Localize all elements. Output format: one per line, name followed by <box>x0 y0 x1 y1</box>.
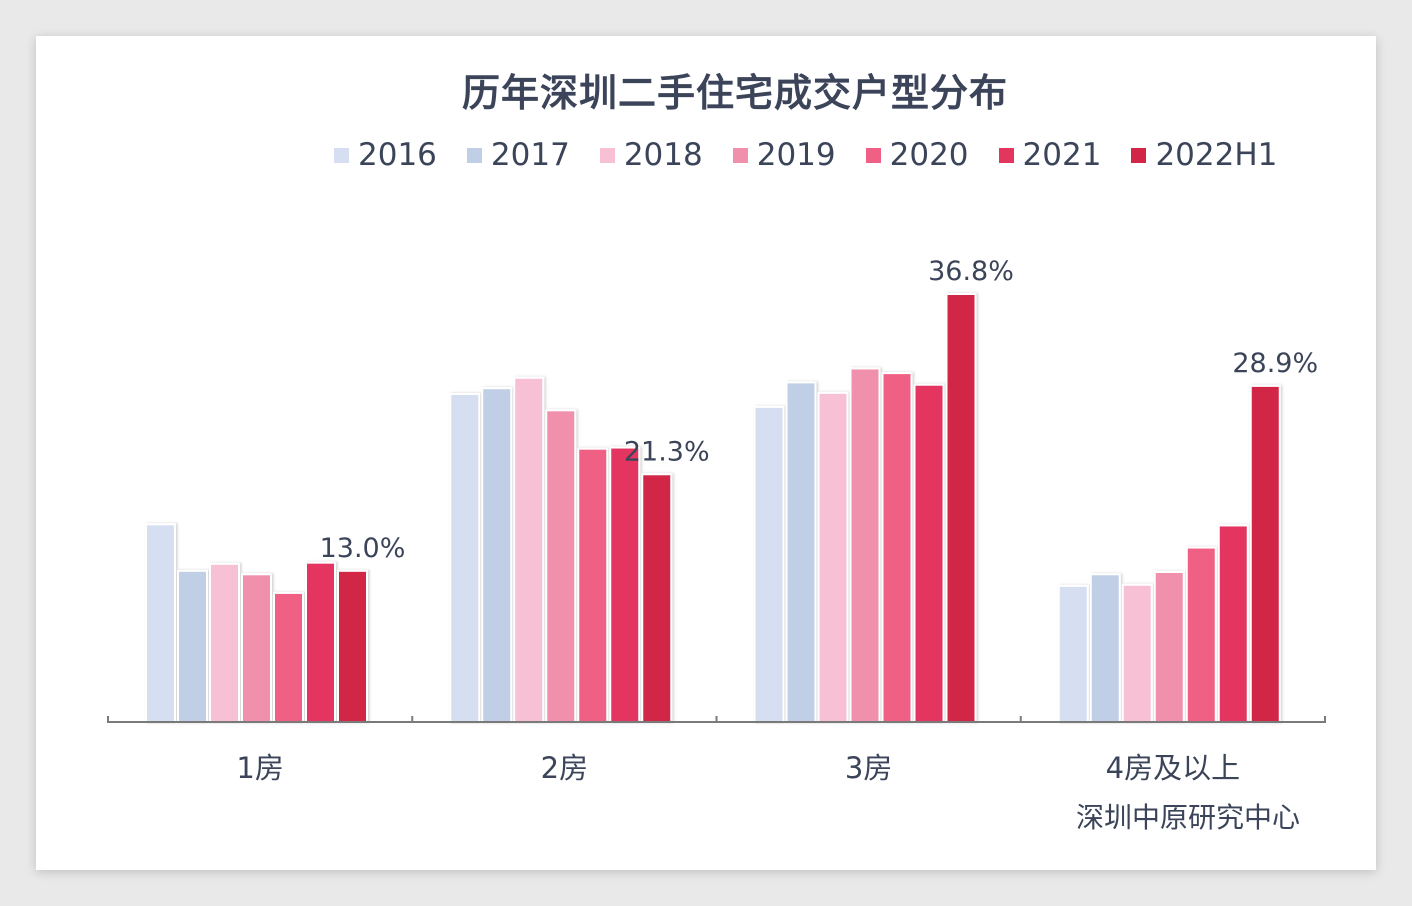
chart-card <box>36 36 1376 870</box>
bar-2019-1 <box>545 409 577 723</box>
bar-2020-2 <box>881 372 913 723</box>
x-tick-label: 1房 <box>236 751 283 785</box>
legend-label: 2022H1 <box>1155 136 1278 173</box>
bar-2021-1 <box>609 446 641 723</box>
bar-2016-1 <box>449 393 481 723</box>
legend-label: 2020 <box>889 136 969 173</box>
legend-label: 2016 <box>358 136 437 173</box>
source-label: 深圳中原研究中心 <box>1076 801 1301 834</box>
legend-label: 2021 <box>1022 136 1102 173</box>
bar-2019-2 <box>849 367 881 723</box>
legend-swatch <box>466 147 482 163</box>
legend-item-2017: 2017 <box>466 136 570 173</box>
legend: 2016 2017 2018 2019 2020 2021 2022H1 <box>334 135 1307 175</box>
legend-item-2021: 2021 <box>998 136 1102 173</box>
bar-2017-3 <box>1089 573 1121 724</box>
bar-2020-1 <box>577 447 609 723</box>
bar-2022H1-0 <box>337 569 368 723</box>
legend-swatch <box>732 147 748 163</box>
legend-label: 2019 <box>756 136 836 173</box>
bar-2022H1-1 <box>641 473 673 723</box>
bar-2018-2 <box>817 391 849 723</box>
bar-2020-3 <box>1185 546 1217 723</box>
bar-2022H1-2 <box>945 293 977 723</box>
bar-2019-0 <box>241 573 272 724</box>
legend-item-2018: 2018 <box>599 136 703 173</box>
bar-2020-0 <box>273 591 304 723</box>
data-label: 13.0% <box>320 533 406 564</box>
legend-label: 2018 <box>623 136 703 173</box>
legend-item-2022h1: 2022H1 <box>1131 136 1278 173</box>
bar-2016-3 <box>1057 584 1089 724</box>
x-tick-label: 4房及以上 <box>1106 751 1240 785</box>
legend-item-2020: 2020 <box>865 136 969 173</box>
x-tick-label: 3房 <box>845 751 892 785</box>
bar-2018-1 <box>513 376 545 723</box>
legend-swatch <box>1131 147 1147 163</box>
bar-2016-2 <box>753 405 785 723</box>
x-tick-label: 2房 <box>541 751 588 785</box>
bar-2017-0 <box>177 569 208 723</box>
legend-swatch <box>998 147 1014 163</box>
bar-2021-2 <box>913 383 945 723</box>
data-label: 36.8% <box>928 256 1014 287</box>
legend-item-2019: 2019 <box>732 136 836 173</box>
bar-2018-0 <box>209 562 240 723</box>
bar-2019-3 <box>1153 570 1185 724</box>
bar-2022H1-3 <box>1249 384 1281 723</box>
data-label: 28.9% <box>1232 348 1318 379</box>
chart-title: 历年深圳二手住宅成交户型分布 <box>461 71 1008 115</box>
bar-2018-3 <box>1121 583 1153 723</box>
data-label: 21.3% <box>624 436 710 467</box>
bar-2017-1 <box>481 387 513 723</box>
legend-label: 2017 <box>490 136 570 173</box>
legend-item-2016: 2016 <box>334 136 437 173</box>
bar-2017-2 <box>785 381 817 723</box>
bar-2021-3 <box>1217 524 1249 723</box>
legend-swatch <box>865 147 881 163</box>
bar-2021-0 <box>305 561 336 723</box>
legend-swatch <box>334 147 349 163</box>
bar-2016-0 <box>145 523 176 723</box>
legend-swatch <box>599 147 615 163</box>
